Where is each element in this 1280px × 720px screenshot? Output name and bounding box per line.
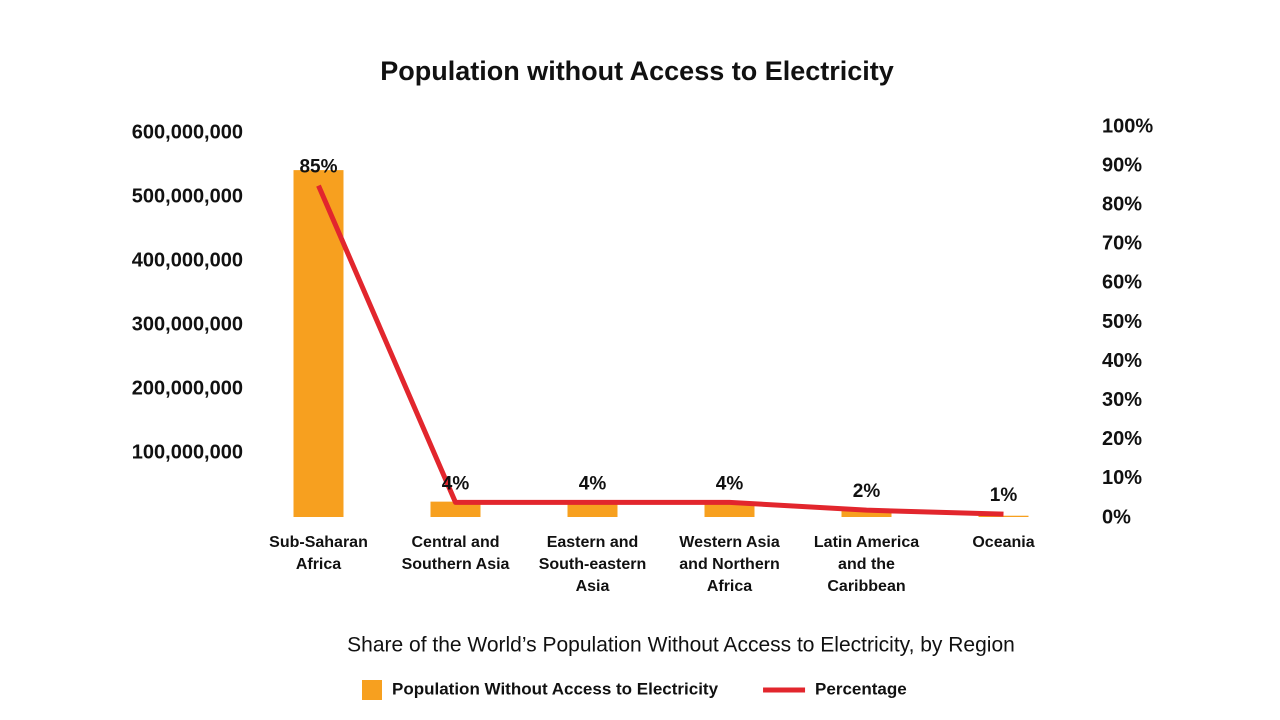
x-tick-label: Central and Southern Asia	[401, 534, 510, 573]
data-label: 85%	[299, 157, 337, 178]
data-label: 4%	[579, 473, 607, 494]
y2-tick-label: 50%	[1102, 311, 1142, 333]
y-tick-label: 400,000,000	[132, 249, 243, 271]
y2-tick-label: 100%	[1102, 115, 1153, 137]
data-label: 1%	[990, 485, 1018, 506]
x-tick-label: Sub-Saharan Africa	[269, 534, 368, 573]
y2-tick-label: 80%	[1102, 193, 1142, 215]
y-tick-label: 300,000,000	[132, 313, 243, 335]
data-label: 4%	[716, 473, 744, 494]
y-tick-label: 600,000,000	[132, 121, 243, 143]
y2-tick-label: 60%	[1102, 272, 1142, 294]
bar	[567, 501, 618, 517]
y-tick-label: 500,000,000	[132, 185, 243, 207]
y2-tick-label: 0%	[1102, 506, 1131, 528]
y2-tick-label: 10%	[1102, 467, 1142, 489]
y-tick-label: 200,000,000	[132, 377, 243, 399]
y2-tick-label: 40%	[1102, 350, 1142, 372]
y2-tick-label: 90%	[1102, 154, 1142, 176]
x-tick-label: Latin America and the Caribbean	[813, 534, 920, 595]
bar	[978, 515, 1029, 517]
chart-title: Population without Access to Electricity	[380, 56, 894, 86]
x-axis-label: Share of the World’s Population Without …	[347, 634, 1015, 657]
y2-tick-label: 30%	[1102, 389, 1142, 411]
legend-label: Population Without Access to Electricity	[392, 679, 719, 698]
data-label: 4%	[442, 473, 470, 494]
y2-tick-label: 20%	[1102, 428, 1142, 450]
y-tick-label: 100,000,000	[132, 441, 243, 463]
legend-label: Percentage	[815, 679, 907, 698]
x-tick-label: Oceania	[972, 534, 1035, 551]
line	[316, 184, 1004, 517]
x-tick-label: Western Asia and Northern Africa	[679, 534, 780, 595]
bar	[841, 509, 892, 517]
y2-tick-label: 70%	[1102, 233, 1142, 255]
bar	[430, 501, 481, 517]
data-label: 2%	[853, 481, 881, 502]
legend-swatch	[362, 680, 382, 700]
x-tick-label: Eastern and South-eastern Asia	[538, 534, 647, 595]
